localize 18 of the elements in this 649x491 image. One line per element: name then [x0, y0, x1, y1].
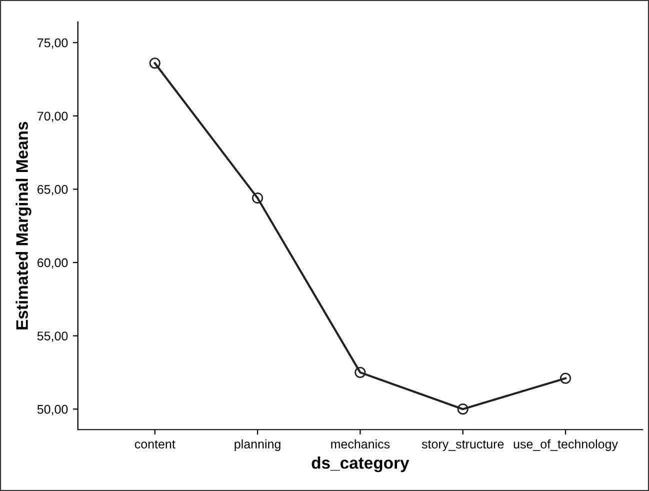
- y-tick-label: 55,00: [37, 332, 68, 342]
- y-tick-label: 70,00: [38, 112, 68, 122]
- point: [354, 366, 366, 378]
- y-axis-title: Estimated Marginal Means: [16, 122, 32, 330]
- point: [252, 192, 264, 204]
- y-tick-label: 65,00: [38, 185, 68, 196]
- y-tick-label: 60,00: [38, 258, 68, 269]
- x-tick-label: story_structure: [422, 440, 504, 451]
- point: [560, 372, 572, 384]
- x-tick-label: use_of_technology: [514, 439, 618, 451]
- y-tick-label: 50,00: [37, 404, 68, 416]
- point: [149, 58, 160, 69]
- x-tick-label: mechanics: [331, 439, 390, 449]
- point: [457, 404, 468, 415]
- y-tick-label: 75,00: [38, 38, 68, 49]
- x-axis-title: ds_category: [312, 456, 410, 472]
- x-tick-label: planning: [234, 439, 280, 451]
- x-tick-label: content: [134, 440, 176, 449]
